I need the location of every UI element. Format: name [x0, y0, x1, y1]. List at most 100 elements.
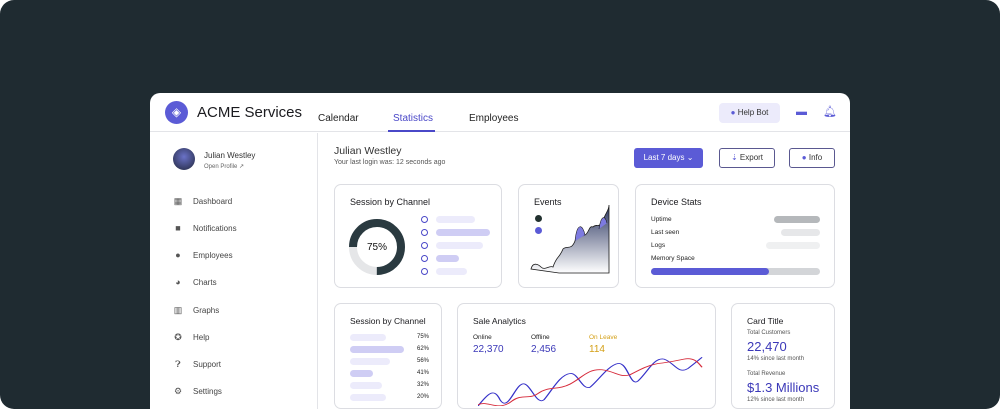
series-line-red: [478, 358, 703, 406]
card-title: Session by Channel: [350, 316, 426, 326]
sidebar-item-employees[interactable]: ● Employees: [173, 250, 232, 260]
question-icon: ❓︎: [175, 359, 181, 369]
chevron-down-icon: ⌄: [686, 153, 694, 162]
uptime-bar: [774, 216, 820, 223]
card-title-card: Card Title Total Customers 22,470 14% si…: [731, 303, 835, 409]
bell-icon[interactable]: 🔔︎: [823, 106, 837, 118]
memory-label: Memory Space: [651, 255, 695, 262]
card-title: Session by Channel: [350, 197, 431, 207]
offline-value: 2,456: [531, 344, 557, 355]
sidebar-item-graphs[interactable]: ▥ Graphs: [173, 305, 220, 315]
memory-progress-fill: [651, 268, 770, 275]
online-value: 22,370: [473, 344, 504, 355]
channel-bar: [350, 346, 404, 353]
lifebuoy-icon: ✪: [174, 332, 182, 342]
download-icon: ⇣: [730, 153, 738, 162]
page-title: Julian Westley: [334, 145, 402, 157]
legend-bar: [436, 255, 459, 262]
top-header: ◈ ACME Services Calendar Statistics Empl…: [150, 93, 850, 132]
sidebar: Julian Westley Open Profile ↗ ▦ Dashboard…: [150, 133, 318, 409]
notifications-icon: ■: [175, 223, 181, 233]
card-title: Device Stats: [651, 197, 702, 207]
export-button[interactable]: ⇣ Export: [719, 148, 775, 168]
app-window: ◈ ACME Services Calendar Statistics Empl…: [150, 93, 850, 409]
legend-radio[interactable]: [421, 229, 428, 236]
card-title: Sale Analytics: [473, 316, 526, 326]
tab-employees[interactable]: Employees: [469, 113, 519, 124]
total-revenue-value: $1.3 Millions: [747, 380, 820, 395]
sidebar-item-charts[interactable]: ◕ Charts: [173, 277, 216, 287]
legend-dot-dark: [535, 215, 542, 222]
sidebar-item-support[interactable]: ❓︎ Support: [173, 359, 221, 369]
legend-radio[interactable]: [421, 255, 428, 262]
channel-value: 56%: [417, 358, 430, 364]
last-login-text: Your last login was: 12 seconds ago: [334, 159, 446, 166]
session-by-channel-list-card: Session by Channel 75% 62% 56% 41% 32% 20%: [334, 303, 442, 409]
info-button[interactable]: ● Info: [789, 148, 835, 168]
device-stats-card: Device Stats Uptime Last seen Logs Memor…: [635, 184, 835, 288]
chat-icon[interactable]: ▬: [796, 106, 807, 118]
on-leave-value: 114: [589, 344, 605, 355]
events-highlight: [574, 217, 608, 242]
help-bot-label: Help Bot: [737, 108, 769, 117]
legend-dot-accent: [535, 227, 542, 234]
legend-bar: [436, 242, 483, 249]
total-customers-value: 22,470: [747, 339, 787, 354]
sidebar-item-dashboard[interactable]: ▦ Dashboard: [173, 196, 233, 206]
events-area-chart: [530, 205, 610, 274]
sidebar-item-help[interactable]: ✪ Help: [174, 332, 210, 342]
channel-bar: [350, 334, 386, 341]
bar-graph-icon: ▥: [173, 305, 183, 315]
card-title: Card Title: [747, 316, 784, 326]
customers-delta: 14% since last month: [747, 356, 805, 362]
tab-calendar[interactable]: Calendar: [318, 113, 359, 124]
channel-value: 20%: [417, 394, 430, 400]
total-customers-label: Total Customers: [747, 330, 791, 336]
channel-bar: [350, 358, 390, 365]
sale-analytics-card: Sale Analytics Online 22,370 Offline 2,4…: [457, 303, 716, 409]
logs-label: Logs: [651, 242, 666, 249]
tab-statistics[interactable]: Statistics: [393, 113, 434, 124]
sale-line-chart: [478, 357, 703, 406]
sidebar-item-notifications[interactable]: ■ Notifications: [173, 223, 236, 233]
events-card: Events: [518, 184, 619, 288]
card-title: Events: [534, 197, 562, 207]
memory-progress-bar: [651, 268, 820, 275]
channel-bar: [350, 394, 386, 401]
legend-bar: [436, 216, 475, 223]
dashboard-icon: ▦: [173, 196, 183, 206]
brand-name: ACME Services: [197, 104, 303, 121]
user-name: Julian Westley: [204, 151, 256, 160]
help-bot-button[interactable]: ● Help Bot: [719, 103, 780, 123]
channel-value: 62%: [417, 346, 430, 352]
revenue-delta: 12% since last month: [747, 397, 805, 403]
sidebar-item-settings[interactable]: ⚙ Settings: [173, 386, 222, 396]
channel-value: 32%: [417, 382, 430, 388]
channel-value: 75%: [417, 334, 430, 340]
date-range-dropdown[interactable]: Last 7 days ⌄: [634, 148, 703, 168]
last-seen-label: Last seen: [651, 229, 680, 236]
channel-bar: [350, 382, 382, 389]
legend-radio[interactable]: [421, 216, 428, 223]
last-seen-bar: [781, 229, 820, 236]
legend-radio[interactable]: [421, 268, 428, 275]
legend-bar: [436, 268, 467, 275]
events-area: [530, 205, 610, 274]
active-tab-indicator: [388, 130, 435, 132]
person-icon: ●: [175, 250, 181, 260]
logo-icon: ◈: [165, 101, 188, 124]
legend-radio[interactable]: [421, 242, 428, 249]
legend-bar: [436, 229, 490, 236]
avatar[interactable]: [173, 148, 195, 170]
info-icon: ●: [801, 153, 807, 162]
logs-bar: [766, 242, 820, 249]
bot-icon: ●: [730, 108, 736, 117]
total-revenue-label: Total Revenue: [747, 371, 786, 377]
pie-chart-icon: ◕: [175, 277, 181, 287]
donut-label: 75%: [367, 242, 387, 253]
online-label: Online: [473, 334, 492, 341]
open-profile-link[interactable]: Open Profile ↗: [204, 164, 245, 170]
on-leave-label: On Leave: [589, 334, 618, 341]
donut-chart: 75%: [349, 219, 405, 275]
